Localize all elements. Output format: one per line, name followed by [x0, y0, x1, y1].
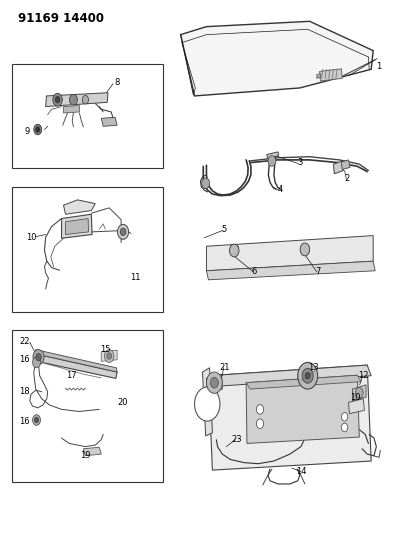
- Circle shape: [55, 96, 60, 103]
- Text: 22: 22: [19, 337, 30, 345]
- Text: 23: 23: [231, 435, 241, 444]
- Bar: [12, 187, 163, 312]
- Polygon shape: [267, 152, 279, 158]
- Text: 5: 5: [222, 225, 227, 233]
- Circle shape: [195, 387, 220, 421]
- Polygon shape: [206, 374, 222, 393]
- Polygon shape: [202, 368, 212, 436]
- Polygon shape: [206, 261, 375, 280]
- Circle shape: [34, 124, 42, 135]
- Text: 16: 16: [19, 417, 30, 425]
- Circle shape: [120, 228, 126, 236]
- Circle shape: [69, 94, 77, 105]
- Text: 2: 2: [345, 174, 350, 183]
- Polygon shape: [101, 117, 117, 126]
- Text: 14: 14: [297, 467, 307, 476]
- Text: 9: 9: [24, 127, 30, 136]
- Polygon shape: [208, 365, 371, 470]
- Text: 3: 3: [297, 158, 303, 167]
- Polygon shape: [64, 200, 95, 214]
- Polygon shape: [62, 214, 92, 238]
- Text: 17: 17: [66, 372, 77, 380]
- Text: 19: 19: [80, 451, 91, 460]
- Polygon shape: [341, 160, 350, 169]
- Polygon shape: [246, 375, 361, 389]
- Circle shape: [355, 387, 363, 398]
- Polygon shape: [353, 385, 366, 401]
- Text: 6: 6: [251, 268, 257, 276]
- Text: 16: 16: [19, 356, 30, 364]
- Circle shape: [118, 224, 129, 239]
- Circle shape: [107, 353, 112, 359]
- Circle shape: [202, 178, 210, 189]
- Polygon shape: [64, 106, 79, 113]
- Circle shape: [341, 423, 348, 432]
- Text: 10: 10: [350, 393, 360, 401]
- Text: 11: 11: [130, 273, 140, 281]
- Circle shape: [53, 93, 62, 106]
- Circle shape: [36, 353, 41, 361]
- Polygon shape: [320, 69, 342, 81]
- Circle shape: [305, 373, 310, 379]
- Circle shape: [229, 244, 239, 257]
- Circle shape: [104, 350, 114, 362]
- Polygon shape: [246, 375, 359, 443]
- Polygon shape: [36, 350, 117, 372]
- Circle shape: [268, 156, 276, 166]
- Polygon shape: [333, 161, 343, 174]
- Circle shape: [36, 127, 40, 132]
- Polygon shape: [83, 447, 101, 456]
- Polygon shape: [181, 21, 373, 96]
- Polygon shape: [208, 365, 371, 386]
- Text: 18: 18: [19, 387, 30, 396]
- Text: 10: 10: [26, 233, 36, 241]
- Polygon shape: [35, 354, 117, 378]
- Polygon shape: [66, 219, 89, 235]
- Circle shape: [210, 377, 218, 388]
- Circle shape: [33, 357, 40, 368]
- Polygon shape: [46, 93, 108, 107]
- Circle shape: [82, 95, 89, 104]
- Polygon shape: [101, 350, 117, 361]
- Circle shape: [302, 368, 313, 383]
- Circle shape: [256, 419, 264, 429]
- Circle shape: [300, 243, 310, 256]
- Circle shape: [33, 350, 44, 365]
- Bar: [12, 330, 163, 482]
- Text: 21: 21: [219, 364, 229, 372]
- Text: 91169 14400: 91169 14400: [18, 12, 104, 25]
- Text: 7: 7: [315, 268, 320, 276]
- Polygon shape: [349, 399, 364, 414]
- Text: 4: 4: [277, 185, 283, 193]
- Circle shape: [256, 405, 264, 414]
- Polygon shape: [317, 74, 321, 78]
- Text: 20: 20: [118, 398, 128, 407]
- Text: 1: 1: [376, 62, 382, 71]
- Text: 13: 13: [308, 364, 319, 372]
- Bar: [12, 64, 163, 168]
- Text: 15: 15: [100, 345, 110, 353]
- Circle shape: [33, 415, 40, 425]
- Polygon shape: [206, 236, 373, 271]
- Text: 8: 8: [114, 78, 120, 87]
- Circle shape: [206, 372, 222, 393]
- Text: 12: 12: [358, 372, 368, 380]
- Circle shape: [298, 362, 318, 389]
- Circle shape: [341, 413, 348, 421]
- Circle shape: [35, 417, 39, 423]
